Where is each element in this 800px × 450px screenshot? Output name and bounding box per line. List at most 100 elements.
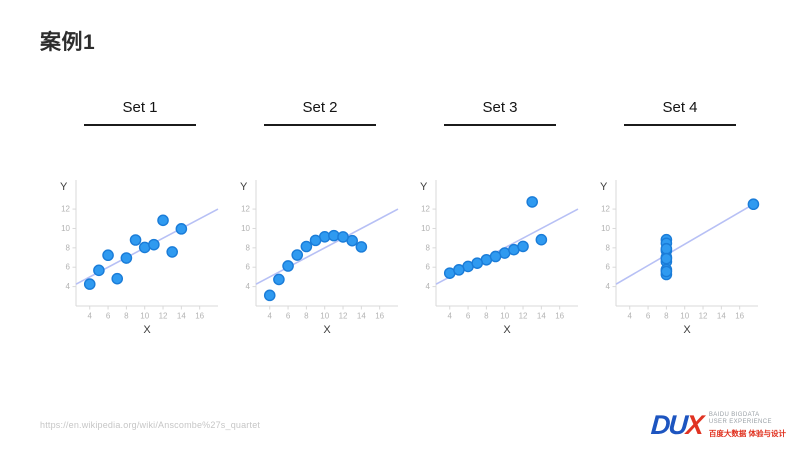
- logo-letter-d: D: [649, 410, 670, 440]
- x-tick-label: 16: [735, 312, 744, 321]
- logo-text-block: BAIDU BIGDATA USER EXPERIENCE 百度大数据 体验与设…: [709, 412, 786, 439]
- y-tick-label: 12: [241, 205, 250, 214]
- logo-letter-u: U: [667, 410, 687, 440]
- y-tick-label: 8: [66, 243, 71, 252]
- y-tick-label: 10: [421, 224, 430, 233]
- data-point: [263, 289, 276, 302]
- scatter-chart-set-2: 4 6 8 10 12 14 16 4 6 8 10 12 Y X: [240, 180, 399, 336]
- header-underline: [444, 124, 556, 126]
- page-title: 案例1: [40, 31, 96, 54]
- chart-title-set-1: Set 1: [122, 99, 158, 116]
- data-point: [282, 260, 294, 272]
- x-tick-label: 16: [375, 312, 384, 321]
- trend-line: [255, 208, 399, 285]
- chart-column-set-1: Set 1 4 6 8 10 12 14 16 4 6 8 10 12 Y X: [52, 98, 228, 340]
- data-point: [660, 252, 673, 265]
- x-tick-label: 6: [286, 312, 291, 321]
- x-tick-label: 16: [555, 312, 564, 321]
- x-tick-label: 14: [357, 312, 366, 321]
- data-point: [747, 198, 760, 211]
- header-underline: [84, 124, 196, 126]
- x-tick-label: 12: [699, 312, 708, 321]
- y-tick-label: 12: [421, 205, 430, 214]
- y-tick-label: 6: [66, 263, 71, 272]
- x-tick-label: 14: [537, 312, 546, 321]
- y-axis-label: Y: [240, 181, 248, 193]
- x-tick-label: 8: [124, 312, 129, 321]
- trend-line: [615, 203, 754, 285]
- y-tick-label: 10: [241, 224, 250, 233]
- y-tick-label: 6: [426, 263, 431, 272]
- data-point: [291, 249, 304, 261]
- scatter-chart-set-4: 4 6 8 10 12 14 16 4 6 8 10 12 Y X: [600, 180, 760, 336]
- logo-line-chinese: 百度大数据 体验与设计: [708, 429, 786, 439]
- dux-logo: DUX BAIDU BIGDATA USER EXPERIENCE 百度大数据 …: [649, 410, 786, 440]
- x-tick-label: 6: [466, 312, 471, 321]
- y-tick-label: 8: [426, 243, 431, 252]
- x-tick-label: 4: [88, 312, 93, 321]
- logo-letter-x: X: [684, 410, 703, 440]
- data-point: [166, 246, 178, 258]
- data-point: [660, 242, 673, 255]
- data-point: [471, 257, 484, 269]
- y-tick-label: 8: [606, 243, 611, 252]
- x-axis-label: X: [503, 324, 511, 336]
- data-point: [300, 240, 313, 253]
- data-point: [517, 240, 529, 253]
- x-axis-label: X: [143, 324, 151, 336]
- y-tick-label: 4: [426, 282, 431, 291]
- scatter-chart-set-3: 4 6 8 10 12 14 16 4 6 8 10 12 Y X: [420, 180, 579, 336]
- logo-line-baidu-bigdata: BAIDU BIGDATA: [708, 411, 760, 418]
- x-tick-label: 10: [140, 312, 149, 321]
- y-axis-label: Y: [420, 181, 428, 193]
- data-point: [355, 241, 368, 253]
- data-point: [535, 233, 548, 246]
- x-tick-label: 16: [195, 312, 204, 321]
- chart-title-set-2: Set 2: [302, 99, 338, 116]
- data-point: [157, 214, 169, 227]
- y-tick-label: 4: [66, 282, 71, 291]
- x-tick-label: 8: [304, 312, 309, 321]
- x-tick-label: 10: [500, 312, 509, 321]
- chart-title-set-3: Set 3: [482, 99, 518, 116]
- data-point: [337, 231, 349, 243]
- data-point: [660, 265, 673, 278]
- y-tick-label: 10: [601, 224, 610, 233]
- x-tick-label: 6: [646, 312, 651, 321]
- y-axis-label: Y: [60, 181, 68, 193]
- data-point: [83, 278, 96, 290]
- x-tick-label: 14: [717, 312, 726, 321]
- chart-column-set-2: Set 2 4 6 8 10 12 14 16 4 6 8 10 12 Y X: [232, 98, 408, 340]
- data-point: [175, 223, 188, 235]
- x-tick-label: 4: [448, 312, 453, 321]
- y-tick-label: 6: [246, 263, 251, 272]
- data-point: [453, 264, 465, 276]
- chart-column-set-3: Set 3 4 6 8 10 12 14 16 4 6 8 10 12 Y X: [412, 98, 588, 340]
- x-tick-label: 12: [519, 312, 528, 321]
- logo-line-user-experience: USER EXPERIENCE: [708, 419, 772, 426]
- data-point: [120, 252, 133, 264]
- x-tick-label: 8: [664, 312, 669, 321]
- x-axis-label: X: [683, 324, 691, 336]
- x-tick-label: 12: [159, 312, 168, 321]
- x-tick-label: 6: [106, 312, 111, 321]
- data-point: [526, 196, 538, 208]
- y-tick-label: 6: [606, 263, 611, 272]
- header-underline: [264, 124, 376, 126]
- chart-column-set-4: Set 4 4 6 8 10 12 14 16 4 6 8 10 12 Y X: [592, 98, 768, 340]
- data-point: [273, 273, 285, 286]
- x-tick-label: 10: [320, 312, 329, 321]
- source-url: https://en.wikipedia.org/wiki/Anscombe%2…: [40, 420, 261, 430]
- data-point: [93, 264, 105, 277]
- x-axis-label: X: [323, 324, 331, 336]
- data-point: [111, 272, 124, 285]
- x-tick-label: 4: [628, 312, 633, 321]
- charts-row: Set 1 4 6 8 10 12 14 16 4 6 8 10 12 Y X Set 2 4 6 8 10 12…: [52, 98, 768, 340]
- y-tick-label: 4: [246, 282, 251, 291]
- y-tick-label: 10: [61, 224, 70, 233]
- y-tick-label: 12: [601, 205, 610, 214]
- y-tick-label: 12: [61, 205, 70, 214]
- x-tick-label: 14: [177, 312, 186, 321]
- data-point: [102, 249, 114, 262]
- data-point: [489, 250, 502, 263]
